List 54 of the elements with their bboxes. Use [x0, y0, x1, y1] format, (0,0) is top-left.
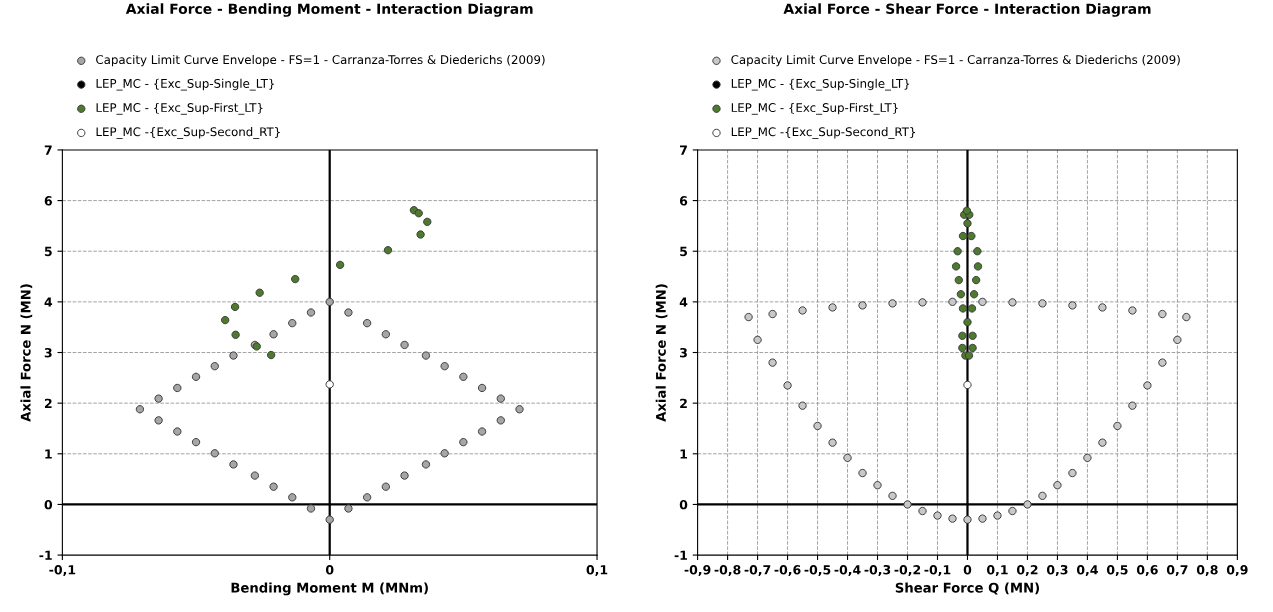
y-tick-label: 1: [45, 449, 52, 459]
x-tick-label: -0,1: [49, 565, 76, 577]
y-tick-label: 0: [679, 499, 688, 510]
x-tick-label: 0,9: [1226, 565, 1248, 577]
x-tick-label: 0: [325, 565, 334, 575]
y-tick-label: 2: [680, 398, 687, 408]
x-tick-label: 0: [963, 565, 972, 575]
y-tick-label: 6: [44, 196, 52, 206]
y-tick-label: 5: [680, 246, 688, 257]
y-tick-label: 6: [679, 196, 688, 206]
legend-label: LEP_MC - {Exc_Sup-First_LT}: [96, 102, 263, 115]
x-tick-label: -0,2: [894, 565, 921, 577]
y-tick-label: -1: [674, 550, 688, 560]
legend-label: Capacity Limit Curve Envelope - FS=1 - Carranza-Torres & Diederichs (2009): [731, 54, 1180, 67]
x-tick-label: 0,1: [586, 565, 608, 577]
y-tick-label: 7: [44, 145, 52, 155]
x-tick-label: 0,4: [1076, 565, 1098, 577]
legend-label: LEP_MC -{Exc_Sup-Second_RT}: [731, 127, 915, 139]
x-tick-label: 0,6: [1136, 565, 1158, 577]
x-axis-title: Shear Force Q (MN): [895, 582, 1039, 595]
x-tick-label: -0,4: [834, 565, 861, 577]
x-tick-label: -0,1: [924, 565, 951, 577]
legend-label: LEP_MC - {Exc_Sup-First_LT}: [731, 102, 898, 115]
x-tick-label: 0,2: [1016, 565, 1038, 577]
x-tick-label: -0,9: [684, 565, 711, 577]
x-tick-label: -0,7: [744, 565, 771, 577]
y-axis-title: Axial Force N (MN): [20, 284, 33, 422]
x-tick-label: 0,5: [1106, 565, 1128, 577]
x-tick-label: 0,7: [1166, 565, 1188, 577]
x-tick-label: -0,3: [864, 565, 891, 577]
y-tick-label: 2: [44, 398, 52, 408]
y-tick-label: 5: [44, 246, 52, 257]
y-tick-label: 1: [680, 449, 688, 459]
y-tick-label: 4: [44, 297, 53, 307]
x-tick-label: 0,3: [1046, 565, 1068, 577]
x-tick-label: 0,1: [986, 565, 1008, 577]
legend-label: LEP_MC -{Exc_Sup-Second_RT}: [96, 127, 280, 139]
x-tick-label: 0,8: [1196, 565, 1218, 577]
y-tick-label: 0: [44, 499, 53, 510]
legend-label: Capacity Limit Curve Envelope - FS=1 - Carranza-Torres & Diederichs (2009): [96, 54, 545, 67]
legend-label: LEP_MC - {Exc_Sup-Single_LT}: [731, 78, 910, 91]
y-tick-label: 3: [44, 347, 52, 358]
y-tick-label: 7: [680, 145, 687, 155]
chart-title: Axial Force - Bending Moment - Interaction Diagram: [125, 3, 533, 17]
y-tick-label: 4: [679, 297, 688, 307]
chart-title: Axial Force - Shear Force - Interaction Diagram: [783, 3, 1151, 17]
x-tick-label: -0,5: [804, 565, 831, 577]
y-tick-label: -1: [39, 550, 52, 560]
y-axis-title: Axial Force N (MN): [655, 284, 668, 422]
y-tick-label: 3: [680, 347, 687, 358]
x-tick-label: -0,6: [774, 565, 801, 577]
x-tick-label: -0,8: [714, 565, 741, 577]
x-axis-title: Bending Moment M (MNm): [231, 582, 428, 596]
legend-label: LEP_MC - {Exc_Sup-Single_LT}: [96, 78, 274, 91]
